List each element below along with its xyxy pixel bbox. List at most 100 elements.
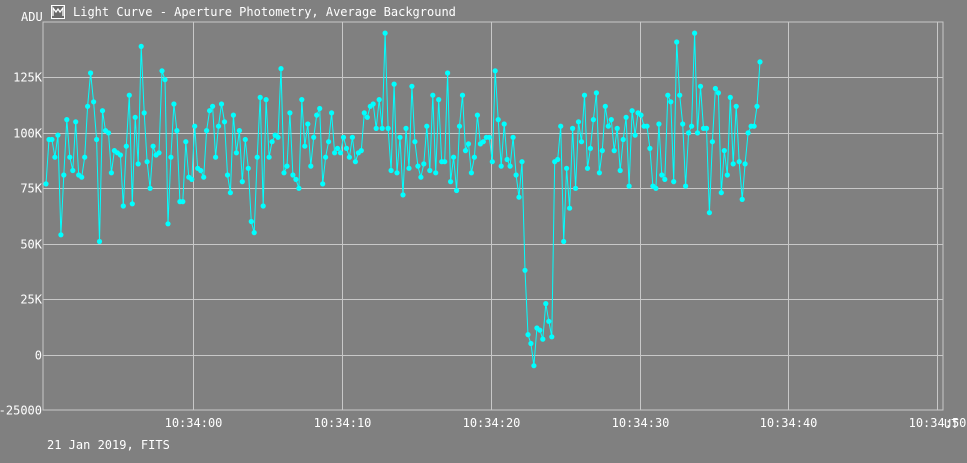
data-point [409, 83, 415, 89]
light-curve-icon[interactable] [51, 5, 65, 19]
x-tick-label: 10:34:20 [463, 416, 521, 430]
data-point [757, 59, 763, 65]
data-point [263, 97, 269, 103]
data-points [43, 30, 763, 369]
data-point [91, 99, 97, 105]
data-point [721, 148, 727, 154]
data-point [358, 148, 364, 154]
data-point [647, 145, 653, 151]
data-point [653, 185, 659, 191]
data-point [581, 92, 588, 98]
data-point [248, 218, 254, 225]
data-point [334, 145, 341, 151]
data-point [391, 81, 397, 87]
data-point [302, 143, 308, 149]
data-point [522, 267, 528, 273]
y-tick-label: 125K [13, 71, 43, 85]
data-point [168, 154, 174, 160]
x-axis-ticks: 10:34:00 10:34:10 10:34:20 10:34:30 10:34:40… [165, 416, 967, 430]
data-point [745, 130, 751, 136]
data-point [584, 165, 591, 171]
data-point [516, 194, 522, 200]
data-point [293, 176, 299, 182]
data-point [260, 203, 266, 209]
data-point [742, 161, 748, 167]
data-point [88, 70, 94, 76]
data-point [665, 92, 671, 98]
data-point [85, 103, 91, 109]
data-point [602, 103, 608, 109]
data-point [49, 136, 55, 143]
data-point [632, 132, 638, 138]
data-point [459, 92, 466, 98]
data-point [129, 201, 135, 207]
data-point [70, 167, 76, 174]
data-point [480, 139, 486, 145]
data-point [284, 163, 290, 169]
data-point [126, 92, 132, 98]
data-point [266, 154, 272, 160]
data-point [305, 121, 311, 127]
data-point [207, 108, 213, 114]
data-point [558, 123, 564, 129]
data-point [525, 332, 531, 338]
data-point [587, 145, 594, 151]
data-point [251, 230, 257, 236]
data-point [394, 170, 400, 176]
data-point [489, 159, 495, 165]
data-point [724, 172, 730, 178]
data-point [218, 101, 225, 107]
data-point [430, 92, 436, 98]
data-point [578, 139, 585, 145]
data-point [733, 103, 739, 109]
data-point [105, 130, 112, 136]
data-point [370, 101, 376, 107]
data-point [501, 121, 507, 127]
data-point [543, 301, 549, 307]
data-point [269, 139, 275, 145]
data-point [329, 110, 335, 116]
data-point [52, 154, 58, 160]
data-point [43, 181, 49, 187]
data-point [397, 134, 403, 140]
data-point [239, 179, 245, 185]
data-point [55, 132, 61, 138]
data-point [311, 134, 317, 140]
data-point [162, 77, 168, 83]
data-point [567, 205, 573, 211]
data-point [314, 112, 320, 118]
data-point [221, 119, 228, 125]
grid-lines [43, 22, 943, 410]
data-point [224, 172, 231, 178]
data-point [201, 174, 207, 180]
data-point [570, 125, 576, 131]
data-point [150, 143, 156, 149]
data-point [254, 154, 260, 160]
data-point [680, 121, 686, 127]
data-point [361, 110, 367, 116]
data-point [320, 181, 326, 187]
x-tick-label: 10:34:30 [612, 416, 670, 430]
data-point [165, 221, 171, 227]
data-point [611, 148, 617, 154]
data-point [323, 154, 329, 160]
data-point [573, 185, 579, 191]
data-point [147, 185, 153, 191]
data-point [73, 119, 79, 125]
data-point [596, 170, 603, 176]
y-tick-label: 75K [20, 182, 42, 196]
data-point [379, 125, 385, 131]
data-point [703, 125, 710, 131]
data-point [540, 336, 546, 342]
data-point [448, 179, 454, 185]
data-point [590, 117, 597, 123]
data-point [656, 121, 662, 127]
data-point [638, 112, 644, 118]
data-point [486, 134, 492, 140]
data-point [198, 167, 204, 174]
data-point [513, 172, 519, 178]
data-point [739, 196, 745, 202]
data-point [174, 128, 180, 134]
plot-border [42, 21, 944, 411]
